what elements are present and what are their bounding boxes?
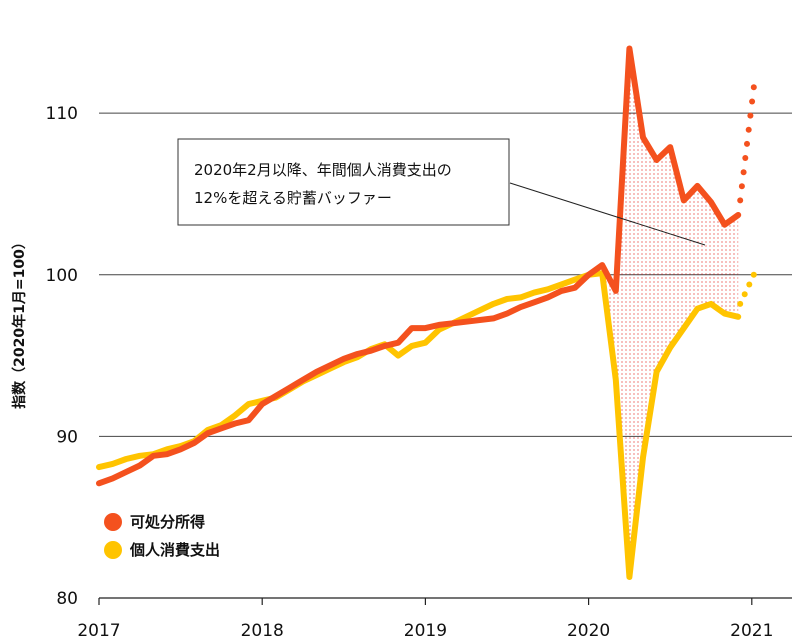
axes: 80 90 100 110 2017 2018 2019 2020 2021	[46, 104, 792, 640]
y-tick-label: 90	[56, 427, 78, 447]
x-tick-label: 2017	[77, 621, 120, 640]
projection-dot-disposable-income	[738, 183, 745, 190]
y-tick-label: 110	[46, 104, 78, 124]
y-tick-label: 100	[46, 266, 78, 286]
projection-dot-disposable-income	[749, 98, 756, 105]
annotation-line-1: 2020年2月以降、年間個人消費支出の	[194, 161, 452, 179]
legend: 可処分所得 個人消費支出	[104, 513, 220, 559]
projection-dot-consumption	[741, 291, 748, 298]
projection-dot-disposable-income	[737, 197, 744, 204]
savings-buffer-area	[602, 48, 739, 577]
projection-dot-disposable-income	[740, 169, 747, 176]
legend-marker-consumption	[104, 541, 122, 559]
annotation-leader	[509, 182, 706, 246]
projection-dot-disposable-income	[745, 126, 752, 133]
series-lines	[96, 45, 757, 580]
x-tick-label: 2021	[730, 621, 773, 640]
annotation-line-2: 12%を超える貯蓄バッファー	[194, 189, 392, 207]
y-tick-label: 80	[56, 589, 78, 609]
projection-dot-disposable-income	[750, 84, 757, 91]
projection-dot-disposable-income	[742, 155, 749, 161]
projection-dot-disposable-income	[747, 112, 754, 119]
legend-label-consumption: 個人消費支出	[129, 541, 220, 559]
annotation-box	[177, 138, 510, 226]
projection-dot-consumption	[750, 271, 757, 278]
y-axis-title: 指数（2020年1月=100）	[11, 235, 28, 409]
savings-buffer-fill	[602, 48, 739, 577]
projection-dot-disposable-income	[744, 140, 750, 147]
x-tick-label: 2020	[567, 621, 610, 640]
x-tick-label: 2018	[241, 621, 284, 640]
series-line-disposable-income	[96, 45, 742, 487]
x-tick-label: 2019	[404, 621, 447, 640]
projection-dot-consumption	[746, 281, 753, 288]
projection-dot-consumption	[737, 300, 744, 307]
legend-marker-disposable-income	[104, 513, 122, 531]
legend-label-disposable-income: 可処分所得	[130, 513, 205, 531]
